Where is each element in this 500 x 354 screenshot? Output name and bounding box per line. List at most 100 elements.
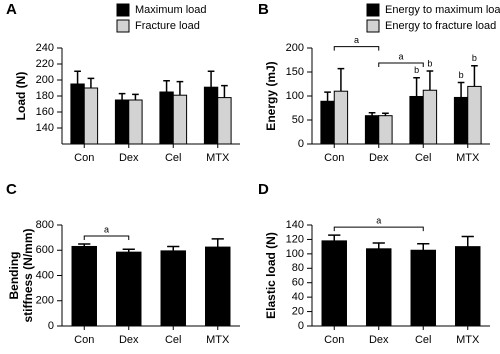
error-bar (368, 112, 376, 116)
panel-label: B (258, 1, 269, 18)
bar (128, 99, 143, 145)
significance-bracket (378, 62, 424, 68)
legend-swatch (116, 3, 130, 17)
legend-swatch (116, 19, 130, 33)
error-bar (426, 70, 434, 91)
error-bar (457, 81, 465, 98)
x-tick-label: Dex (119, 334, 139, 346)
bar (409, 95, 424, 145)
legend-label: Energy to fracture load (385, 20, 496, 32)
panel-label: D (258, 181, 269, 198)
error-bar (163, 80, 170, 92)
x-tick-label: Cel (415, 334, 432, 346)
y-tick-label: 140 (36, 122, 54, 134)
significance-label: a (376, 215, 381, 225)
y-tick-label: 220 (36, 58, 54, 70)
bar (320, 100, 335, 145)
bar (422, 89, 438, 145)
error-bar (87, 77, 95, 88)
x-tick-label: Con (324, 152, 344, 164)
significance-bracket (83, 235, 130, 240)
y-tick-label: 140 (286, 219, 304, 231)
error-bar (78, 243, 91, 247)
y-tick-label: 200 (36, 74, 54, 86)
y-tick-label: 120 (286, 233, 304, 245)
x-tick-label: Con (74, 334, 94, 346)
significance-label: a (398, 51, 403, 61)
x-tick-label: Dex (119, 152, 139, 164)
bar (366, 248, 392, 327)
panel-label: A (6, 1, 17, 18)
error-bar (471, 65, 478, 87)
bar (467, 85, 482, 145)
bar (83, 87, 99, 145)
x-tick-label: Dex (369, 334, 389, 346)
error-bar (328, 234, 341, 241)
bar (70, 83, 85, 145)
x-tick-label: Cel (415, 152, 432, 164)
y-tick-label: 60 (292, 277, 304, 289)
error-bar (211, 238, 224, 248)
significance-label: a (354, 35, 359, 45)
error-bar (132, 93, 139, 100)
error-bar (372, 242, 385, 249)
y-tick-label: 0 (298, 320, 304, 332)
bar (378, 115, 393, 145)
legend-swatch (366, 3, 380, 17)
legend-swatch (366, 19, 380, 33)
bar (333, 90, 349, 145)
y-tick-label: 20 (292, 305, 304, 317)
bar (455, 246, 481, 327)
bar (114, 99, 130, 145)
significance-label: b (459, 70, 464, 80)
y-axis-label: Elastic load (N) (264, 232, 278, 319)
significance-label: b (414, 65, 419, 75)
error-bar (176, 80, 184, 96)
y-tick-label: 0 (48, 320, 54, 332)
error-bar (337, 67, 345, 92)
x-tick-label: Cel (165, 334, 182, 346)
bar (321, 240, 347, 327)
y-tick-label: 400 (36, 269, 54, 281)
y-axis-label: Bending (7, 252, 21, 300)
error-bar (74, 70, 81, 84)
x-tick-label: Con (324, 334, 344, 346)
bar (203, 86, 219, 145)
significance-bracket (333, 46, 380, 51)
bar (453, 96, 469, 145)
bar (205, 246, 231, 327)
bar (71, 245, 97, 327)
error-bar (167, 245, 180, 251)
bar (116, 251, 142, 327)
y-tick-label: 600 (36, 244, 54, 256)
bar (364, 115, 380, 145)
error-bar (207, 70, 215, 88)
y-tick-label: 0 (298, 138, 304, 150)
x-tick-label: MTX (206, 152, 230, 164)
y-tick-label: 200 (286, 42, 304, 54)
significance-label: a (104, 224, 109, 234)
significance-bracket (333, 226, 424, 232)
x-tick-label: MTX (206, 334, 230, 346)
y-tick-label: 150 (286, 66, 304, 78)
error-bar (461, 235, 474, 247)
bar (172, 94, 188, 145)
error-bar (122, 248, 135, 253)
x-tick-label: MTX (456, 152, 480, 164)
error-bar (417, 243, 430, 251)
y-axis-label: Energy (mJ) (264, 61, 278, 130)
significance-label: b (472, 53, 477, 63)
y-tick-label: 100 (286, 90, 304, 102)
y-tick-label: 180 (36, 90, 54, 102)
x-tick-label: Con (74, 152, 94, 164)
y-tick-label: 50 (292, 114, 304, 126)
panel-label: C (6, 181, 17, 198)
legend-label: Fracture load (135, 20, 200, 32)
bar (410, 249, 436, 327)
x-tick-label: Dex (369, 152, 389, 164)
y-tick-label: 200 (36, 295, 54, 307)
legend-label: Energy to maximum load (385, 4, 500, 16)
error-bar (221, 84, 228, 98)
error-bar (118, 92, 126, 100)
